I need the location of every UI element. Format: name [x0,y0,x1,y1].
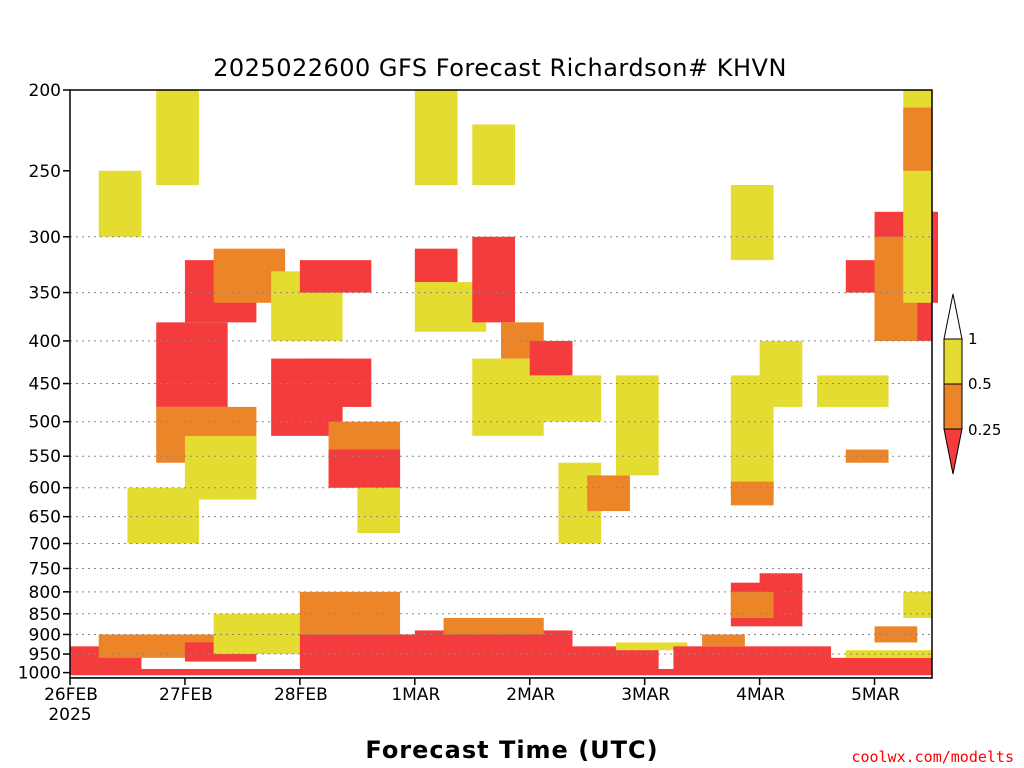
heatmap-cell [299,358,372,407]
chart-title: 2025022600 GFS Forecast Richardson# KHVN [213,54,787,82]
heatmap-cell [529,340,573,376]
heatmap-cell [759,340,803,407]
y-tick-label: 800 [29,583,61,603]
heatmap-cell [184,435,257,500]
heatmap-cell [730,184,774,261]
legend: 1 0.5 0.25 [943,293,1001,475]
y-tick-label: 250 [29,162,61,182]
y-tick-label: 300 [29,228,61,248]
heatmap-cell [70,668,932,677]
x-tick-label: 4MAR [736,685,785,705]
legend-swatch [943,338,963,385]
y-tick-label: 750 [29,559,61,579]
heatmap-cell [817,657,932,669]
heatmap-cell [615,642,688,651]
heatmap-cell [213,613,314,655]
legend-label: 1 [968,330,978,348]
y-tick-label: 600 [29,479,61,499]
y-tick-label: 550 [29,447,61,467]
y-tick-label: 1000 [18,664,61,684]
y-tick-label: 500 [29,413,61,433]
y-tick-label: 950 [29,645,61,665]
heatmap-cell [932,211,938,303]
y-tick-label: 850 [29,605,61,625]
heatmap-cell [903,107,932,171]
y-tick-label: 400 [29,332,61,352]
x-tick-label: 28FEB [274,685,328,705]
y-tick-label: 350 [29,284,61,304]
y-tick-label: 700 [29,534,61,554]
heatmap-cell [156,90,199,185]
heatmap-cell [903,184,932,303]
heatmap-cell [615,375,659,476]
x-tick-label: 5MAR [851,685,900,705]
x-axis-label: Forecast Time (UTC) [365,736,658,764]
legend-arrow-top [943,293,963,340]
heatmap-cell [299,591,401,635]
heatmap-cell [299,634,429,669]
y-tick-label: 900 [29,625,61,645]
legend-swatch [943,383,963,430]
heatmap-cell [472,124,515,185]
x-tick-label: 3MAR [621,685,670,705]
surface-layer [70,675,932,678]
heatmap-cell [845,449,889,463]
y-tick-label: 450 [29,375,61,395]
heatmap-cell [472,236,515,323]
credit-text: coolwx.com/modelts [851,748,1014,766]
heatmap-cell [414,248,458,283]
x-tick-label: 27FEB [159,685,213,705]
y-tick-label: 650 [29,508,61,528]
heatmap-cell [673,646,832,669]
x-tick-label: 26FEB [44,685,98,705]
heatmap-cell [759,573,803,592]
heatmap-cell [299,260,372,293]
heatmap-cell [357,487,401,534]
plot-area [69,89,938,679]
y-axis: 200 250 300 350 400 450 500 550 600 650 700 750 8008… [18,81,70,684]
heatmap-cell [529,375,602,422]
x-tick-label: 1MAR [391,685,440,705]
y-tick-label: 200 [29,81,61,101]
x-tick-label: 2MAR [506,685,555,705]
heatmap-cell [845,650,932,658]
heatmap-cell [98,170,142,237]
heatmap-cell [702,634,745,647]
heatmap-cell [874,626,918,643]
heatmap-cell [730,481,774,506]
heatmap-cells [70,90,938,677]
heatmap-cell [156,322,228,407]
legend-label: 0.5 [968,375,992,393]
legend-arrow-bottom [943,428,963,475]
heatmap-cell [558,646,659,669]
heatmap-cell [414,90,458,185]
legend-label: 0.25 [968,421,1001,439]
heatmap-cell [587,475,630,512]
heatmap-cell [817,375,889,407]
x-tick-sublabel: 2025 [48,705,91,725]
heatmap-cell [443,618,544,635]
heatmap-cell [414,630,573,669]
heatmap-cell [328,449,401,488]
